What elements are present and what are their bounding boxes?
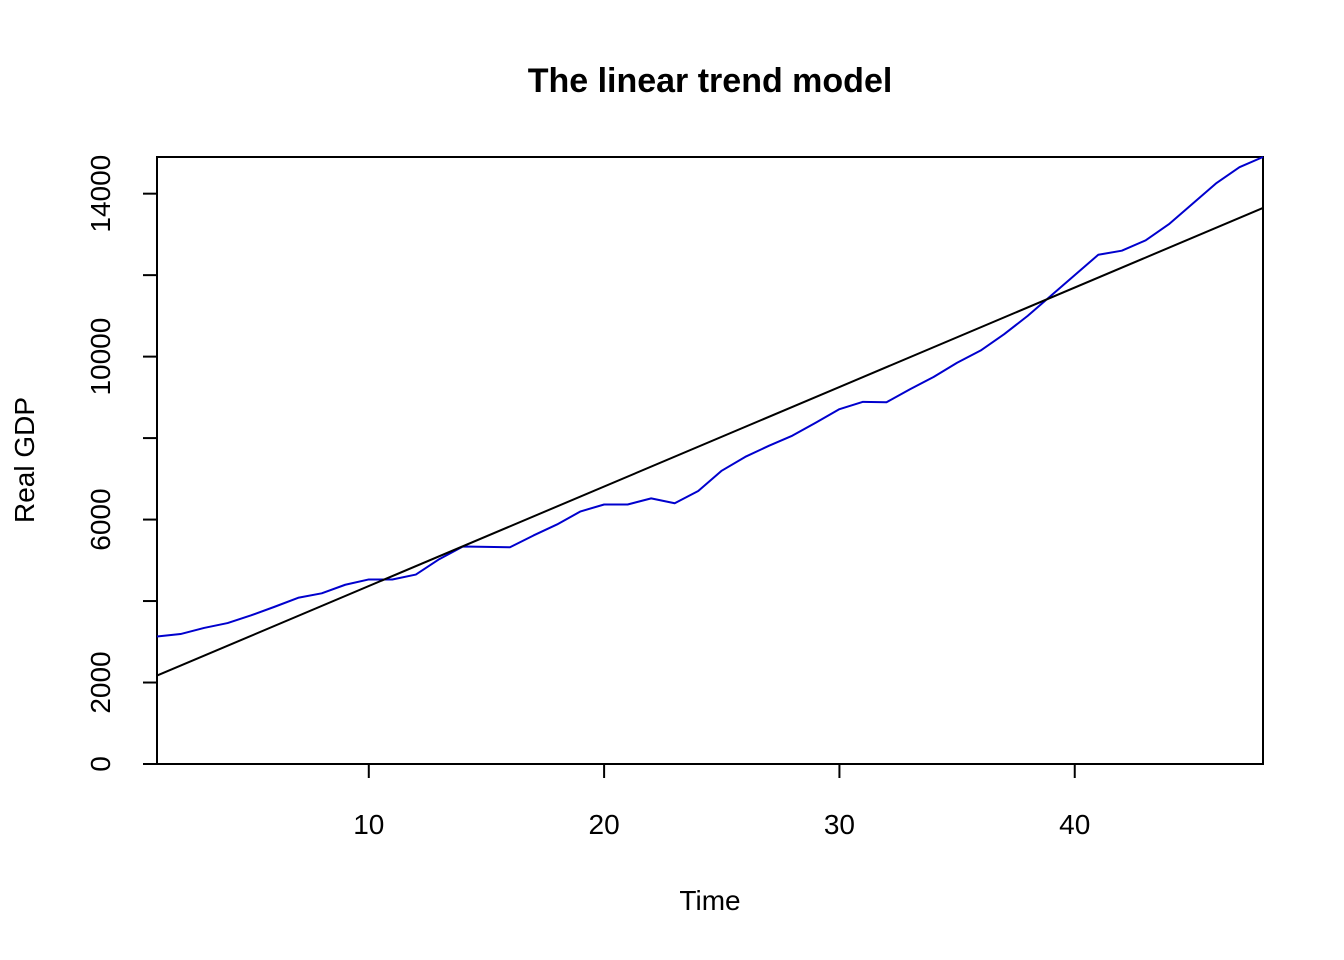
x-axis-label: Time [679, 885, 740, 916]
y-tick-label: 10000 [85, 318, 116, 396]
y-axis-label: Real GDP [9, 397, 40, 523]
chart-title: The linear trend model [528, 62, 893, 100]
observed-series-line [156, 156, 1264, 638]
y-tick-label: 0 [85, 756, 116, 772]
trend-series-line [156, 206, 1264, 677]
y-tick-label: 14000 [85, 155, 116, 233]
x-tick-label: 10 [353, 809, 384, 840]
y-tick-label: 6000 [85, 488, 116, 550]
plot-frame [156, 156, 1264, 765]
series-group [156, 156, 1264, 677]
x-tick-label: 30 [824, 809, 855, 840]
x-tick-label: 20 [589, 809, 620, 840]
x-tick-label: 40 [1059, 809, 1090, 840]
y-tick-label: 2000 [85, 651, 116, 713]
y-axis: 0 2000 6000 10000 14000 [85, 155, 157, 772]
x-axis: 10 20 30 40 [353, 764, 1090, 840]
